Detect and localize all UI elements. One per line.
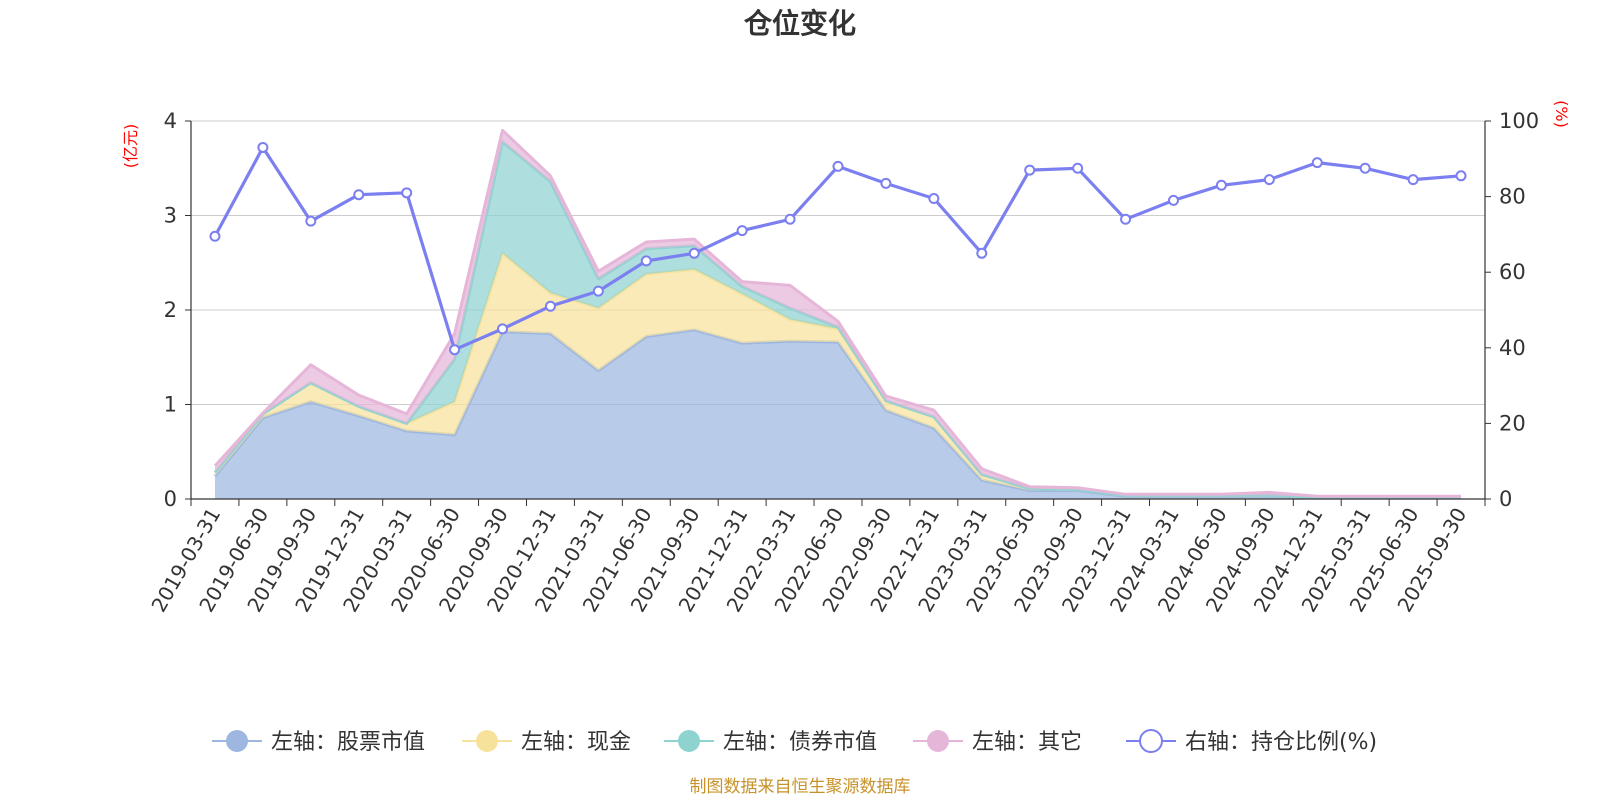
- legend: 左轴：股票市值 左轴：现金 左轴：债券市值 左轴：其它 右轴：持仓比例(%): [212, 729, 1377, 755]
- legend-label: 左轴：债券市值: [723, 730, 877, 755]
- area-series: [213, 128, 1461, 499]
- right-tick-label: 20: [1499, 411, 1526, 435]
- area-band-3: [215, 141, 1461, 498]
- ratio-point: [1407, 174, 1419, 186]
- ratio-point: [832, 160, 844, 172]
- legend-label: 左轴：其它: [972, 730, 1082, 755]
- legend-item: 右轴：持仓比例(%): [1126, 729, 1377, 755]
- right-axis-unit: (%): [1552, 100, 1571, 128]
- legend-marker: [678, 730, 700, 752]
- right-tick-label: 40: [1499, 336, 1526, 360]
- ratio-point: [592, 285, 604, 297]
- area-band-4: [215, 130, 1461, 498]
- ratio-point: [1311, 157, 1323, 169]
- ratio-point: [544, 300, 556, 312]
- ratio-point: [1120, 213, 1132, 225]
- ratio-point: [1024, 164, 1036, 176]
- ratio-point: [1215, 179, 1227, 191]
- ratio-point: [1359, 162, 1371, 174]
- left-tick-label: 0: [164, 487, 177, 511]
- legend-item: 左轴：现金: [462, 730, 631, 755]
- legend-marker: [476, 730, 498, 752]
- ratio-point: [640, 255, 652, 267]
- ratio-point: [401, 187, 413, 199]
- legend-marker: [1139, 729, 1163, 753]
- ratio-point: [736, 225, 748, 237]
- ratio-point: [353, 189, 365, 201]
- ratio-point: [928, 192, 940, 204]
- legend-label: 右轴：持仓比例(%): [1185, 730, 1377, 755]
- area-band-1: [215, 329, 1461, 499]
- legend-label: 左轴：现金: [521, 730, 631, 755]
- right-tick-label: 0: [1499, 487, 1512, 511]
- source-note: 制图数据来自恒生聚源数据库: [690, 777, 911, 797]
- ratio-point: [449, 344, 461, 356]
- legend-item: 左轴：股票市值: [212, 730, 425, 755]
- legend-marker: [226, 730, 248, 752]
- ratio-point: [1072, 162, 1084, 174]
- legend-item: 左轴：其它: [913, 730, 1082, 755]
- right-tick-label: 60: [1499, 260, 1526, 284]
- ratio-point: [976, 247, 988, 259]
- ratio-point: [1455, 170, 1467, 182]
- left-axis-unit: (亿元): [121, 124, 140, 169]
- legend-label: 左轴：股票市值: [271, 730, 425, 755]
- area-edge-4: [213, 128, 1461, 498]
- ratio-point: [209, 230, 221, 242]
- ratio-point: [784, 213, 796, 225]
- chart-title: 仓位变化: [744, 7, 856, 40]
- line-series: [209, 141, 1467, 356]
- legend-marker: [927, 730, 949, 752]
- right-tick-label: 80: [1499, 185, 1526, 209]
- ratio-point: [497, 323, 509, 335]
- ratio-point: [880, 177, 892, 189]
- left-tick-label: 1: [164, 393, 177, 417]
- ratio-point: [1263, 174, 1275, 186]
- left-tick-label: 2: [164, 298, 177, 322]
- left-tick-label: 4: [164, 109, 177, 133]
- left-tick-label: 3: [164, 204, 177, 228]
- right-tick-label: 100: [1499, 109, 1539, 133]
- ratio-point: [1167, 194, 1179, 206]
- area-band-2: [215, 253, 1461, 498]
- ratio-point: [257, 141, 269, 153]
- ratio-point: [688, 247, 700, 259]
- ratio-point: [305, 215, 317, 227]
- legend-item: 左轴：债券市值: [664, 730, 877, 755]
